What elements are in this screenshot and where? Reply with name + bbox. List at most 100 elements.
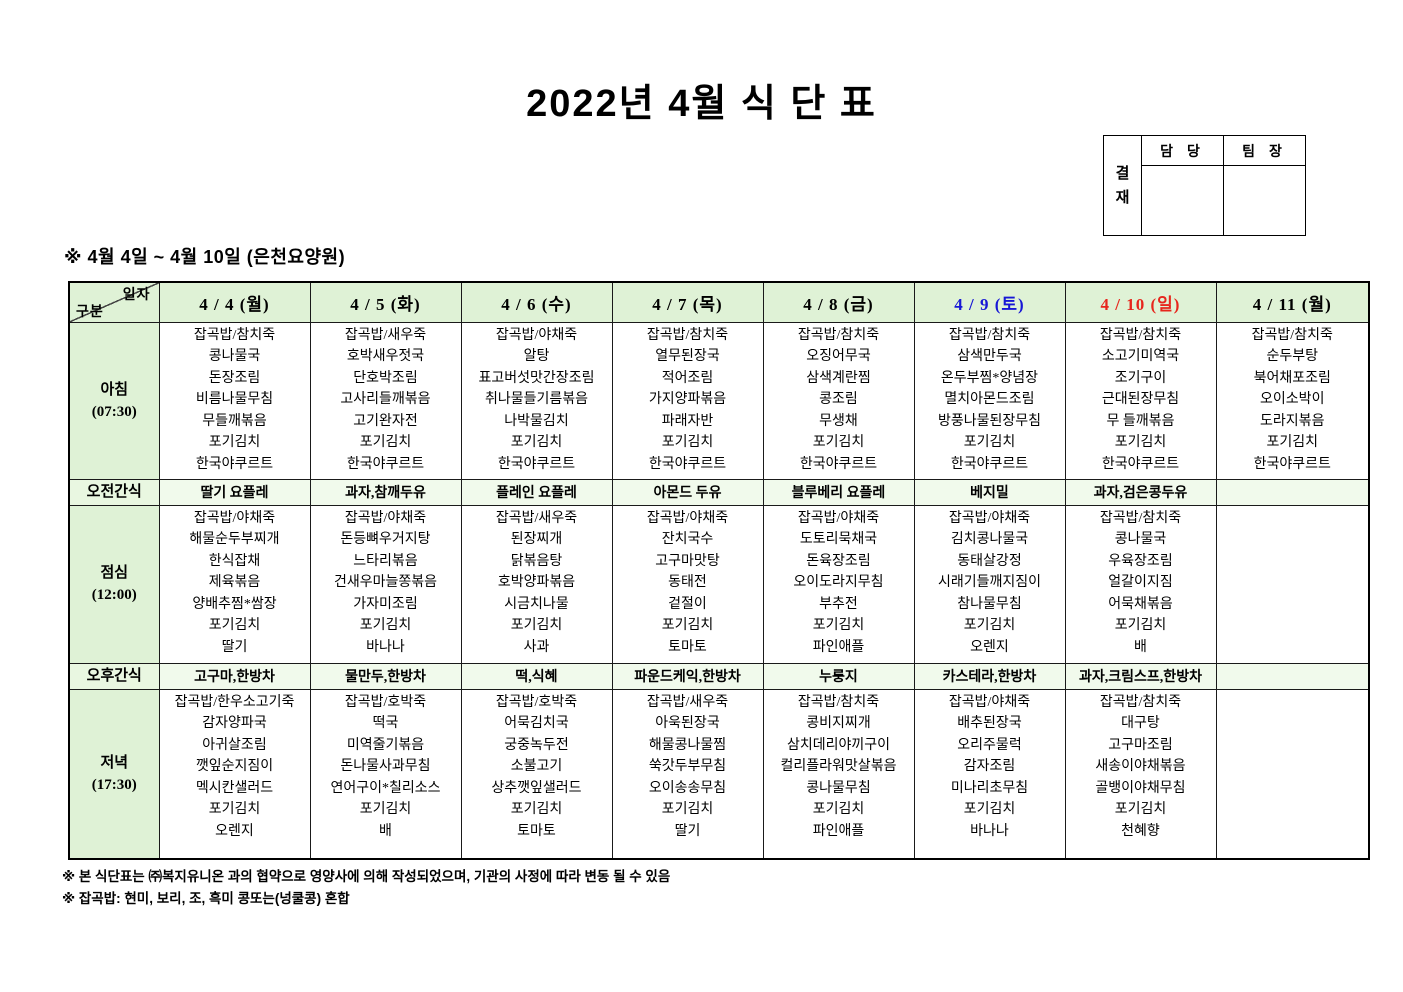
menu-item: 적어조림: [661, 370, 714, 386]
day-header-mon-11: 4 / 11 (월): [1215, 281, 1370, 323]
header-row: 일자 구분 4 / 4 (월) 4 / 5 (화) 4 / 6 (수) 4 / …: [68, 281, 1370, 323]
menu-item: 포기김치: [661, 435, 714, 450]
menu-item: 오렌지: [970, 639, 1009, 655]
meal-cell: 잡곡밥/참치죽 오징어무국 삼색계란찜 콩조림 무생채 포기김치 한국야쿠르트: [762, 321, 915, 480]
row-label-dinner: 저녁 (17:30): [68, 688, 160, 860]
menu-item: 잡곡밥/참치죽: [646, 327, 729, 343]
menu-item: 제육볶음: [208, 575, 261, 590]
menu-item: 멕시칸샐러드: [195, 780, 274, 796]
menu-item: 된장찌개: [510, 532, 563, 547]
meal-cell: 잡곡밥/새우죽 아욱된장국 해물콩나물찜 쑥갓두부무침 오이송송무침 포기김치 딸기: [611, 688, 764, 860]
snack-cell: 고구마,한방차: [158, 662, 311, 690]
menu-item: 쑥갓두부무침: [648, 759, 727, 774]
meal-cell: 잡곡밥/호박죽 어묵김치국 궁중녹두전 소불고기 상추깻잎샐러드 포기김치 토마토: [460, 688, 613, 860]
day-header-sun-10: 4 / 10 (일): [1064, 281, 1217, 323]
meal-cell: 잡곡밥/야채죽 배추된장국 오리주물럭 감자조림 미나리초무침 포기김치 바나나: [913, 688, 1066, 860]
approval-signature-team-leader: [1224, 166, 1305, 235]
menu-item: 부추전: [819, 596, 858, 612]
menu-item: 토마토: [517, 823, 556, 839]
menu-item: 떡국: [372, 716, 399, 731]
menu-item: 동태전: [668, 575, 707, 590]
menu-item: 참나물무침: [957, 596, 1022, 612]
snack-cell: 과자,크림스프,한방차: [1064, 662, 1217, 690]
corner-label-date: 일자: [122, 288, 151, 303]
menu-item: 잡곡밥/참치죽: [1251, 327, 1333, 343]
menu-item: 겉절이: [668, 596, 707, 612]
menu-item: 한국야쿠르트: [950, 456, 1029, 472]
menu-item: 돈등뼈우거지탕: [340, 532, 431, 547]
snack-cell: [1215, 478, 1370, 506]
menu-item: 콩조림: [819, 392, 858, 407]
menu-item: 도라지볶음: [1260, 413, 1325, 429]
menu-item: 잡곡밥/새우죽: [495, 510, 578, 526]
meal-cell: [1215, 504, 1370, 664]
menu-item: 미나리초무침: [950, 780, 1029, 796]
footnote-line: ※ 본 식단표는 ㈜복지유니온 과의 협약으로 영양사에 의해 작성되었으며, …: [62, 869, 671, 884]
meal-cell: 잡곡밥/야채죽 알탕 표고버섯맛간장조림 취나물들기름볶음 나박물김치 포기김치 한국야쿠르…: [460, 321, 613, 480]
meal-cell: 잡곡밥/호박죽 떡국 미역줄기볶음 돈나물사과무침 연어구이*칠리소스 포기김치 배: [309, 688, 462, 860]
menu-item: 양배추찜*쌈장: [192, 596, 277, 612]
menu-item: 콩나물국: [208, 349, 261, 364]
footnotes: ※ 본 식단표는 ㈜복지유니온 과의 협약으로 영양사에 의해 작성되었으며, …: [62, 866, 670, 910]
meal-cell: 잡곡밥/참치죽 대구탕 고구마조림 새송이야채볶음 골뱅이야채무침 포기김치 천혜향: [1064, 688, 1217, 860]
menu-item: 파래자반: [661, 413, 714, 429]
menu-item: 시래기들깨지짐이: [937, 575, 1042, 590]
day-header-mon-4: 4 / 4 (월): [158, 281, 311, 323]
menu-item: 잡곡밥/새우죽: [646, 694, 729, 710]
menu-item: 포기김치: [510, 618, 563, 633]
menu-item: 배추된장국: [957, 716, 1022, 731]
menu-item: 어묵김치국: [504, 716, 569, 731]
snack-cell: 블루베리 요플레: [762, 478, 915, 506]
menu-item: 오이송송무침: [648, 780, 727, 796]
menu-item: 포기김치: [208, 802, 261, 817]
menu-item: 토마토: [668, 639, 707, 655]
menu-item: 표고버섯맛간장조림: [478, 370, 595, 386]
menu-item: 해물콩나물찜: [648, 737, 727, 753]
menu-item: 포기김치: [1114, 618, 1167, 633]
menu-item: 순두부탕: [1266, 349, 1319, 364]
lunch-row: 점심 (12:00) 잡곡밥/야채죽 해물순두부찌개 한식잡채 제육볶음 양배추찜*쌈장…: [68, 504, 1370, 664]
menu-item: 우육장조림: [1108, 553, 1173, 569]
meal-cell: 잡곡밥/참치죽 콩비지찌개 삼치데리야끼구이 컬리플라워맛살볶음 콩나물무침 포기김치 파인…: [762, 688, 915, 860]
pm-snack-row: 오후간식 고구마,한방차 물만두,한방차 떡,식혜 파운드케익,한방차 누룽지 …: [68, 662, 1370, 690]
menu-item: 어묵채볶음: [1108, 596, 1173, 612]
menu-item: 잡곡밥/야채죽: [646, 510, 729, 526]
row-label-time: (17:30): [91, 776, 137, 793]
dinner-row: 저녁 (17:30) 잡곡밥/한우소고기죽 감자양파국 아귀살조림 깻잎순지짐이 멕시칸…: [68, 688, 1370, 860]
snack-cell: 딸기 요플레: [158, 478, 311, 506]
am-snack-row: 오전간식 딸기 요플레 과자,참깨두유 플레인 요플레 아몬드 두유 블루베리 …: [68, 478, 1370, 506]
meal-cell: 잡곡밥/참치죽 콩나물국 돈장조림 비름나물무침 무들깨볶음 포기김치 한국야쿠르트: [158, 321, 311, 480]
menu-item: 고기완자전: [353, 413, 418, 429]
menu-item: 잡곡밥/호박죽: [495, 694, 578, 710]
menu-item: 잡곡밥/야채죽: [344, 510, 427, 526]
meal-cell: 잡곡밥/야채죽 잔치국수 고구마맛탕 동태전 겉절이 포기김치 토마토: [611, 504, 764, 664]
menu-item: 포기김치: [661, 802, 714, 817]
menu-item: 바나나: [970, 823, 1009, 839]
menu-item: 호박새우젓국: [346, 349, 425, 364]
snack-cell: [1215, 662, 1370, 690]
menu-item: 깻잎순지짐이: [195, 759, 274, 774]
menu-item: 한국야쿠르트: [497, 456, 576, 472]
meal-cell: 잡곡밥/참치죽 열무된장국 적어조림 가지양파볶음 파래자반 포기김치 한국야쿠르트: [611, 321, 764, 480]
row-label-text: 점심: [100, 565, 129, 581]
meal-cell: 잡곡밥/한우소고기죽 감자양파국 아귀살조림 깻잎순지짐이 멕시칸샐러드 포기김치 오렌지: [158, 688, 311, 860]
menu-item: 포기김치: [359, 802, 412, 817]
snack-cell: 베지밀: [913, 478, 1066, 506]
menu-item: 오이도라지무침: [793, 575, 884, 590]
menu-item: 잔치국수: [661, 532, 714, 547]
menu-item: 무들깨볶음: [202, 413, 267, 429]
menu-item: 연어구이*칠리소스: [330, 780, 441, 796]
menu-item: 천혜향: [1121, 823, 1160, 839]
menu-item: 비름나물무침: [195, 392, 274, 407]
approval-col-team-leader: 팀 장: [1224, 136, 1305, 166]
meal-cell: [1215, 688, 1370, 860]
menu-item: 사과: [523, 639, 550, 655]
row-label-breakfast: 아침 (07:30): [68, 321, 160, 480]
menu-item: 돈장조림: [208, 370, 261, 386]
snack-cell: 누룽지: [762, 662, 915, 690]
menu-item: 잡곡밥/참치죽: [1099, 510, 1182, 526]
row-label-pm-snack: 오후간식: [68, 662, 160, 690]
menu-item: 포기김치: [1114, 435, 1167, 450]
row-label-text: 아침: [100, 381, 129, 398]
menu-item: 도토리묵채국: [799, 532, 878, 547]
